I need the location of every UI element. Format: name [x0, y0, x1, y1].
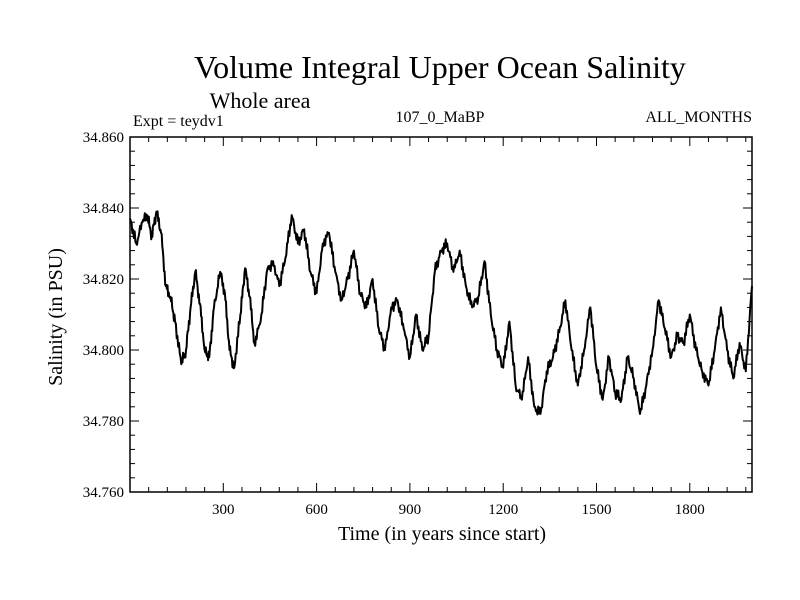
y-tick-label: 34.820 — [83, 272, 124, 288]
x-tick-label: 300 — [212, 502, 235, 518]
y-tick-label: 34.780 — [83, 414, 124, 430]
x-tick-label: 1800 — [675, 502, 705, 518]
plot-frame — [129, 136, 753, 493]
x-axis-label: Time (in years since start) — [338, 523, 546, 545]
x-tick-label: 1200 — [488, 502, 518, 518]
chart-subtitle: Whole area — [210, 88, 311, 113]
period-label: 107_0_MaBP — [396, 109, 485, 126]
y-tick-label: 34.840 — [83, 201, 124, 217]
y-tick-label: 34.860 — [83, 130, 124, 146]
months-label: ALL_MONTHS — [645, 109, 752, 126]
x-tick-label: 600 — [305, 502, 328, 518]
y-tick-label: 34.800 — [83, 343, 124, 359]
chart-title: Volume Integral Upper Ocean Salinity — [194, 49, 686, 85]
salinity-series-line — [129, 210, 753, 416]
x-tick-labels: 300 600 900 1200 1500 1800 — [212, 502, 705, 518]
y-tick-label: 34.760 — [83, 485, 124, 501]
y-tick-labels: 34.760 34.780 34.800 34.820 34.840 34.860 — [83, 130, 124, 501]
x-tick-label: 1500 — [582, 502, 612, 518]
x-tick-label: 900 — [399, 502, 422, 518]
experiment-label: Expt = teydv1 — [133, 113, 224, 130]
y-axis-label: Salinity (in PSU) — [45, 248, 67, 386]
axis-ticks — [130, 137, 752, 492]
